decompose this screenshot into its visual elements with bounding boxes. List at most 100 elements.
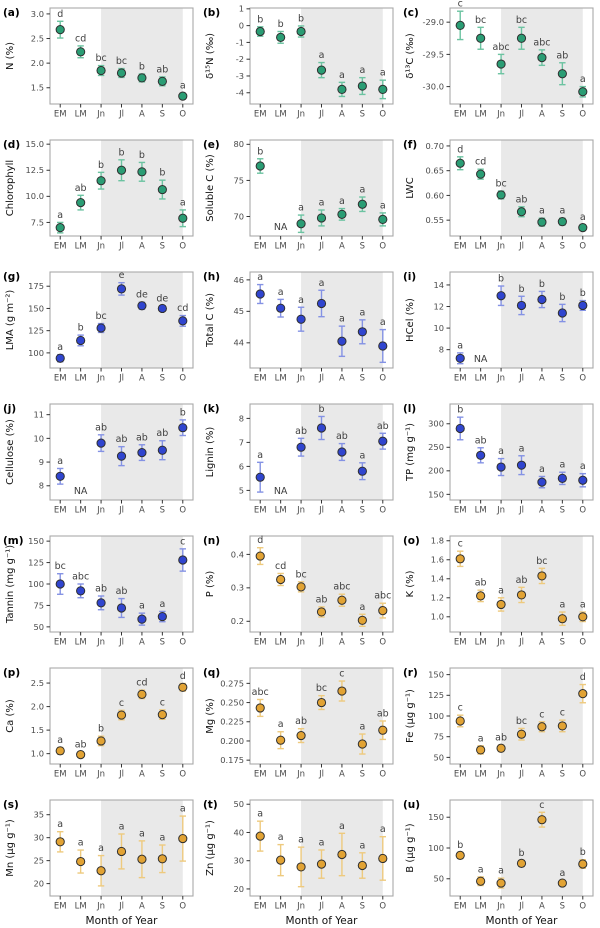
data-point (137, 167, 147, 177)
x-tick-label: EM (54, 110, 67, 120)
x-tick-label: S (360, 110, 365, 120)
x-tick-label: S (560, 770, 565, 780)
data-point (516, 858, 527, 868)
x-tick-label: A (139, 770, 145, 780)
x-tick-label: A (539, 110, 545, 120)
data-point (337, 447, 347, 457)
sig-letter: a (339, 70, 345, 81)
y-axis-label: Cellulose (%) (5, 419, 16, 485)
data-point (296, 26, 306, 37)
panel-tag: (j) (3, 403, 16, 415)
x-tick-label: O (579, 506, 586, 516)
data-point (137, 73, 147, 83)
x-tick-label: S (560, 374, 565, 384)
y-tick-label: 1.5 (31, 725, 44, 735)
x-tick-label: LM (75, 110, 87, 120)
x-tick-label: Jl (518, 770, 524, 780)
sig-letter: cd (136, 678, 147, 689)
y-tick-label: 70 (233, 211, 244, 221)
panel-tag: (c) (403, 7, 419, 19)
sig-letter: b (539, 279, 545, 290)
x-tick-label: Jl (518, 638, 524, 648)
y-tick-label: 300 (428, 419, 444, 429)
panel-h: 44 45 46 EM LM Jn Jl A S Oa a a a a a a (h) Total C (%) (203, 271, 394, 384)
y-tick-label: 0.200 (220, 736, 244, 746)
data-point (496, 599, 506, 610)
sig-letter: a (98, 843, 104, 854)
x-tick-label: LM (475, 902, 487, 912)
sig-letter: a (159, 599, 165, 610)
y-tick-label: 5 (239, 485, 244, 495)
sig-letter: bc (536, 556, 547, 567)
sig-letter: bc (295, 569, 306, 580)
sig-letter: a (359, 185, 365, 196)
data-point (476, 450, 486, 460)
sig-letter: a (257, 450, 263, 461)
x-tick-label: O (379, 770, 386, 780)
data-point (316, 697, 327, 708)
x-tick-label: O (379, 506, 386, 516)
x-tick-label: EM (454, 242, 467, 252)
y-axis-label: B (µg g⁻¹) (405, 823, 416, 872)
sig-letter: a (57, 210, 63, 221)
data-point (96, 438, 106, 448)
x-tick-label: Jn (96, 242, 105, 252)
x-tick-label: S (560, 110, 565, 120)
y-tick-label: 0.225 (220, 717, 244, 727)
data-point (157, 76, 167, 86)
y-tick-label: 150 (28, 536, 44, 546)
y-tick-label: 100 (428, 843, 444, 853)
data-point (357, 199, 367, 209)
x-tick-label: EM (454, 770, 467, 780)
x-tick-label: LM (275, 110, 287, 120)
data-point (337, 209, 347, 219)
sig-letter: ab (556, 50, 568, 61)
panel-tag: (k) (203, 403, 220, 415)
na-label: NA (74, 486, 88, 497)
sig-letter: ab (136, 432, 148, 443)
y-tick-label: 40 (233, 827, 244, 837)
sig-letter: a (319, 50, 325, 61)
x-tick-label: A (539, 902, 545, 912)
data-point (496, 878, 506, 888)
data-point (455, 158, 465, 168)
x-tick-label: Jl (318, 902, 324, 912)
x-tick-label: S (160, 902, 165, 912)
sig-letter: ab (95, 584, 107, 595)
na-label: NA (474, 354, 488, 365)
data-point (255, 26, 265, 37)
x-tick-label: Jl (318, 110, 324, 120)
sig-letter: b (278, 19, 284, 30)
y-tick-label: 10 (433, 323, 444, 333)
sig-letter: a (478, 864, 484, 875)
x-tick-label: A (139, 638, 145, 648)
x-tick-label: A (139, 374, 145, 384)
na-label: NA (274, 486, 288, 497)
sig-letter: abc (333, 582, 350, 593)
y-tick-label: 0.2 (231, 616, 244, 626)
x-tick-label: O (179, 242, 186, 252)
data-point (137, 854, 147, 864)
y-axis-label: Total C (%) (205, 293, 216, 348)
data-point (557, 473, 567, 483)
x-tick-label: A (139, 242, 145, 252)
data-point (496, 743, 506, 753)
x-tick-label: EM (454, 902, 467, 912)
panel-tag: (s) (3, 799, 19, 811)
x-tick-label: LM (275, 902, 287, 912)
panel-d: 7.5 10.0 12.5 15.0 EM LM Jn Jl A S Oa ab b b b b a (d) Chl… (3, 139, 194, 252)
data-point (378, 341, 388, 351)
data-point (357, 739, 367, 749)
x-tick-label: EM (254, 374, 267, 384)
y-tick-label: 50 (33, 622, 44, 632)
data-point (378, 605, 388, 616)
sig-letter: de (136, 290, 148, 301)
data-point (76, 586, 86, 596)
y-tick-label: 7 (239, 437, 244, 447)
x-tick-label: EM (454, 638, 467, 648)
x-tick-label: Jl (318, 506, 324, 516)
